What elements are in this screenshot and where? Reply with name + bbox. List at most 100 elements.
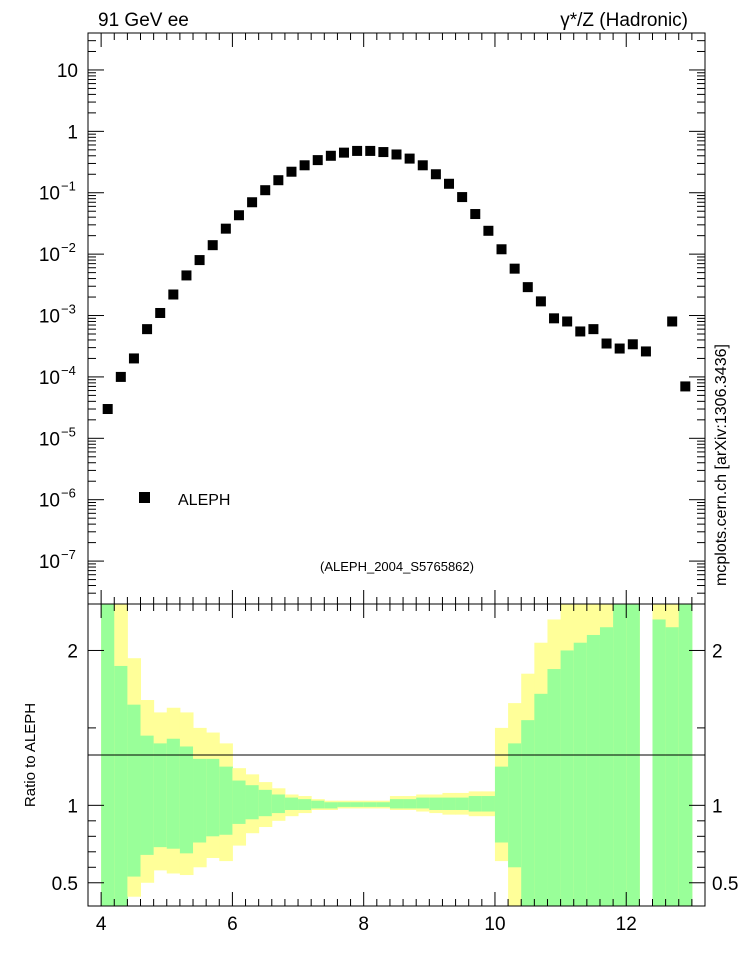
data-point: [194, 255, 205, 266]
inner-uncertainty-band: [429, 797, 443, 810]
inner-uncertainty-band: [389, 799, 404, 809]
data-point: [627, 339, 638, 350]
y-tick-exponent: −1: [61, 179, 76, 194]
data-point: [299, 160, 310, 171]
inner-uncertainty-band: [271, 794, 286, 814]
data-point: [417, 160, 428, 171]
inner-uncertainty-band: [166, 738, 181, 849]
inner-uncertainty-band: [560, 650, 575, 906]
data-point: [535, 296, 546, 307]
inner-uncertainty-band: [363, 802, 378, 807]
ratio-y-tick-label: 2: [712, 641, 723, 662]
inner-uncertainty-band: [573, 642, 588, 906]
data-point: [352, 145, 363, 156]
data-points: [102, 145, 691, 415]
x-tick-label: 4: [96, 914, 107, 935]
data-point: [220, 223, 231, 234]
data-point: [181, 270, 192, 281]
header-right: γ*/Z (Hadronic): [560, 10, 688, 31]
inner-uncertainty-band: [232, 780, 247, 824]
inner-uncertainty-band: [311, 800, 325, 809]
data-point: [115, 371, 126, 382]
data-point: [233, 210, 244, 221]
inner-uncertainty-band: [599, 627, 614, 906]
y-tick-label: 10: [57, 61, 78, 82]
header-left: 91 GeV ee: [98, 10, 189, 31]
inner-uncertainty-band: [665, 627, 680, 906]
inner-uncertainty-band: [114, 665, 128, 906]
y-tick-label: 10: [39, 429, 60, 450]
inner-uncertainty-band: [258, 789, 273, 817]
y-tick-label: 10: [39, 552, 60, 573]
inner-uncertainty-band: [140, 735, 155, 855]
y-tick-exponent: −4: [61, 363, 76, 378]
inner-uncertainty-band: [179, 746, 194, 854]
data-point: [312, 155, 323, 166]
inner-uncertainty-band: [153, 743, 168, 848]
data-point: [667, 316, 678, 327]
data-point: [404, 153, 415, 164]
inner-uncertainty-band: [534, 693, 548, 906]
inner-uncertainty-band: [455, 797, 470, 810]
legend-label: ALEPH: [178, 492, 230, 509]
y-tick-label: 10: [39, 307, 60, 328]
data-point: [470, 209, 481, 220]
inner-uncertainty-band: [127, 704, 142, 877]
legend-marker: [139, 492, 150, 503]
inner-uncertainty-band: [403, 799, 417, 809]
data-point: [365, 145, 376, 156]
data-point: [522, 282, 533, 293]
data-point: [128, 353, 139, 364]
y-tick-exponent: −6: [61, 486, 76, 501]
data-point: [430, 169, 441, 180]
inner-uncertainty-band: [245, 785, 260, 820]
data-point: [102, 404, 113, 415]
data-point: [601, 338, 612, 349]
ratio-frame: [87, 603, 706, 907]
data-point: [496, 244, 507, 255]
inner-uncertainty-band: [416, 797, 430, 809]
data-point: [142, 324, 153, 335]
y-tick-label: 10: [39, 245, 60, 266]
inner-uncertainty-band: [337, 802, 352, 807]
ratio-ylabel: Ratio to ALEPH: [22, 703, 39, 807]
inner-uncertainty-band: [586, 634, 601, 906]
data-point: [588, 324, 599, 335]
data-point: [457, 192, 468, 203]
inner-uncertainty-band: [298, 799, 312, 810]
data-point: [207, 240, 218, 251]
y-tick-label: 10: [39, 491, 60, 512]
ratio-y-tick-label: 0.5: [52, 874, 78, 895]
inner-uncertainty-band: [508, 743, 522, 868]
ratio-y-tick-label: 0.5: [712, 874, 738, 895]
analysis-label: (ALEPH_2004_S5765862): [320, 559, 474, 574]
inner-uncertainty-band: [206, 758, 220, 837]
data-point: [247, 197, 258, 208]
inner-uncertainty-band: [350, 802, 365, 807]
y-tick-exponent: −7: [61, 547, 76, 562]
main-frame: [87, 32, 706, 605]
data-point: [549, 313, 560, 324]
inner-uncertainty-band: [324, 802, 338, 809]
data-point: [155, 307, 166, 318]
x-tick-label: 6: [227, 914, 238, 935]
data-point: [286, 166, 297, 177]
ratio-y-tick-label: 1: [712, 796, 723, 817]
data-point: [562, 316, 573, 327]
inner-uncertainty-band: [547, 669, 562, 906]
inner-uncertainty-band: [494, 766, 509, 843]
y-tick-label: 10: [39, 368, 60, 389]
data-point: [680, 381, 691, 392]
x-tick-label: 10: [484, 914, 505, 935]
data-point: [614, 343, 625, 354]
inner-uncertainty-band: [521, 720, 535, 906]
inner-uncertainty-band: [376, 802, 391, 807]
inner-uncertainty-band: [652, 619, 667, 906]
data-point: [444, 178, 455, 189]
inner-uncertainty-band: [284, 797, 299, 810]
data-point: [338, 147, 349, 158]
inner-uncertainty-band: [219, 766, 233, 835]
data-point: [640, 346, 651, 357]
